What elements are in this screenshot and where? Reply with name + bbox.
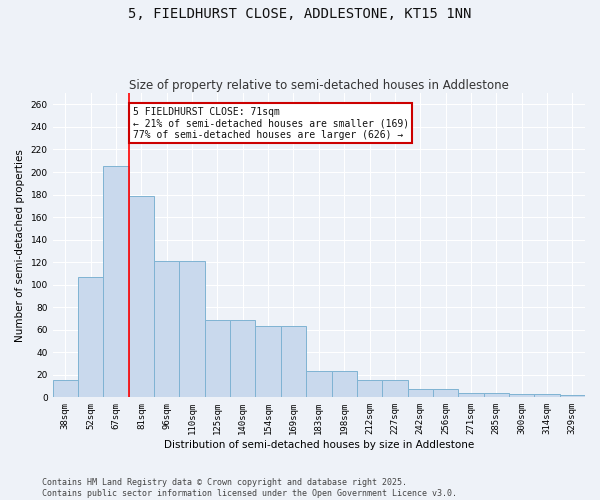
Bar: [433, 390, 458, 398]
Bar: [332, 372, 357, 398]
Bar: [407, 390, 433, 398]
Bar: [103, 166, 129, 398]
Text: 5, FIELDHURST CLOSE, ADDLESTONE, KT15 1NN: 5, FIELDHURST CLOSE, ADDLESTONE, KT15 1N…: [128, 8, 472, 22]
Bar: [484, 393, 509, 398]
Bar: [154, 261, 179, 398]
Bar: [281, 326, 306, 398]
X-axis label: Distribution of semi-detached houses by size in Addlestone: Distribution of semi-detached houses by …: [164, 440, 474, 450]
Y-axis label: Number of semi-detached properties: Number of semi-detached properties: [15, 149, 25, 342]
Text: 5 FIELDHURST CLOSE: 71sqm
← 21% of semi-detached houses are smaller (169)
77% of: 5 FIELDHURST CLOSE: 71sqm ← 21% of semi-…: [133, 106, 409, 140]
Bar: [458, 393, 484, 398]
Bar: [382, 380, 407, 398]
Bar: [509, 394, 535, 398]
Bar: [535, 394, 560, 398]
Bar: [78, 277, 103, 398]
Text: Contains HM Land Registry data © Crown copyright and database right 2025.
Contai: Contains HM Land Registry data © Crown c…: [42, 478, 457, 498]
Bar: [205, 320, 230, 398]
Bar: [256, 326, 281, 398]
Bar: [357, 380, 382, 398]
Bar: [306, 372, 332, 398]
Bar: [230, 320, 256, 398]
Bar: [179, 261, 205, 398]
Title: Size of property relative to semi-detached houses in Addlestone: Size of property relative to semi-detach…: [129, 79, 509, 92]
Bar: [129, 196, 154, 398]
Bar: [560, 395, 585, 398]
Bar: [53, 380, 78, 398]
